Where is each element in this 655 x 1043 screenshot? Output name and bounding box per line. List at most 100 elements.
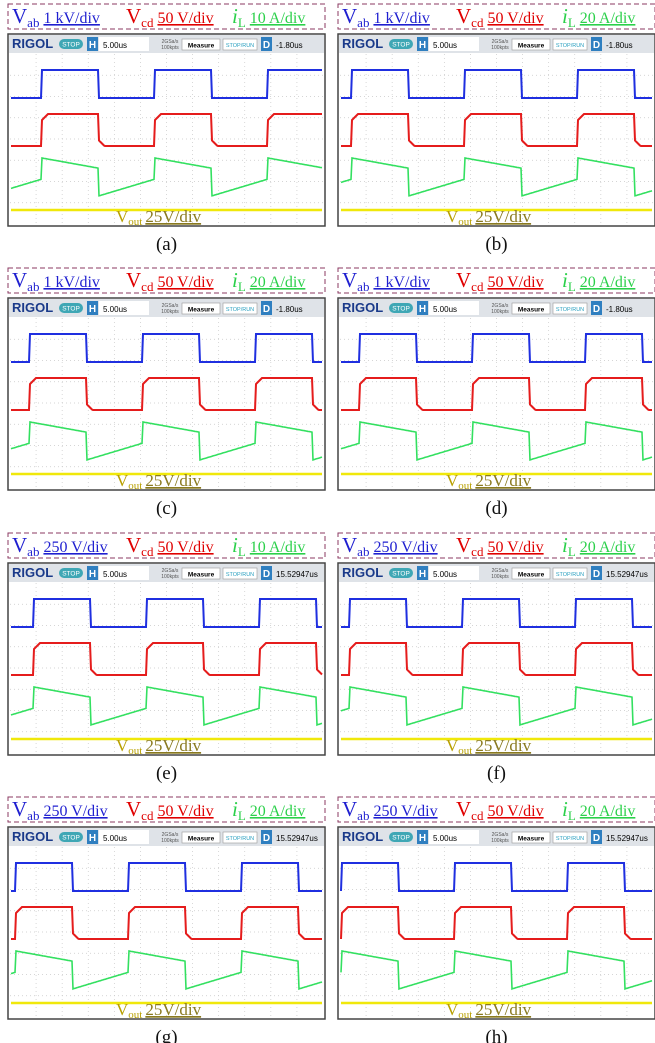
scope-brand: RIGOL (12, 565, 53, 580)
scope-run: STOP/RUN (556, 572, 584, 578)
scope-depth: 100kpts (161, 45, 179, 51)
channel-subscript: L (568, 279, 576, 294)
channel-subscript: L (238, 15, 246, 30)
scope-run: STOP/RUN (226, 572, 254, 578)
panel: Vab250 V/divVcd50 V/diviL10 A/divRIGOLST… (8, 533, 325, 784)
scope-depth: 100kpts (491, 838, 509, 844)
scope-delay: -1.80us (606, 305, 633, 314)
scope-run: STOP/RUN (556, 43, 584, 49)
channel-scale: 1 kV/div (43, 10, 99, 27)
channel-scale: 250 V/div (373, 539, 437, 556)
scope-depth: 100kpts (491, 45, 509, 51)
channel-subscript: cd (471, 544, 484, 559)
scope-state: STOP (62, 42, 80, 49)
scope-depth: 100kpts (491, 309, 509, 315)
channel-subscript: L (568, 15, 576, 30)
channel-subscript: L (568, 808, 576, 823)
channel-scale: 50 V/div (157, 539, 213, 556)
caption: (f) (487, 763, 506, 784)
scope-depth: 100kpts (161, 309, 179, 315)
channel-symbol: V (12, 4, 27, 28)
channel-subscript: L (238, 808, 246, 823)
vout-scale: 25V/div (145, 736, 201, 755)
channel-subscript: ab (357, 808, 369, 823)
scope-delay: 15.52947us (606, 834, 648, 843)
scope-measure: Measure (518, 307, 545, 314)
channel-label: Vab250 V/div (342, 797, 438, 823)
channel-subscript: cd (141, 808, 154, 823)
channel-subscript: L (568, 544, 576, 559)
scope-state: STOP (392, 306, 410, 313)
channel-scale: 250 V/div (373, 803, 437, 820)
scope-state: STOP (62, 306, 80, 313)
channel-symbol: V (456, 797, 471, 821)
scope-run: STOP/RUN (226, 43, 254, 49)
scope-brand: RIGOL (12, 829, 53, 844)
caption: (d) (485, 498, 507, 519)
channel-scale: 50 V/div (157, 803, 213, 820)
scope-run: STOP/RUN (556, 307, 584, 313)
channel-symbol: V (456, 533, 471, 557)
channel-label: Vab250 V/div (342, 533, 438, 559)
scope-measure: Measure (188, 307, 215, 314)
vout-symbol: V (116, 471, 129, 490)
scope-d: D (593, 40, 600, 51)
vout-scale: 25V/div (475, 471, 531, 490)
scope-run: STOP/RUN (556, 836, 584, 842)
scope-h: H (89, 304, 96, 315)
scope-measure: Measure (518, 43, 545, 50)
channel-scale: 50 V/div (487, 803, 543, 820)
channel-scale: 50 V/div (487, 10, 543, 27)
vout-subscript: out (128, 216, 142, 228)
scope-timebase: 5.00us (103, 834, 127, 843)
panel: Vab250 V/divVcd50 V/diviL20 A/divRIGOLST… (338, 533, 655, 784)
scope-brand: RIGOL (12, 300, 53, 315)
scope-d: D (593, 304, 600, 315)
scope-brand: RIGOL (12, 36, 53, 51)
channel-subscript: ab (27, 808, 39, 823)
channel-scale: 1 kV/div (43, 274, 99, 291)
channel-scale: 50 V/div (487, 539, 543, 556)
channel-scale: 20 A/div (580, 539, 636, 556)
channel-label: Vcd50 V/div (126, 4, 214, 30)
scope-brand: RIGOL (342, 36, 383, 51)
channel-label: Vcd50 V/div (456, 533, 544, 559)
channel-symbol: V (126, 268, 141, 292)
scope-delay: -1.80us (276, 41, 303, 50)
channel-subscript: cd (471, 279, 484, 294)
channel-subscript: cd (471, 808, 484, 823)
channel-scale: 10 A/div (250, 539, 306, 556)
vout-symbol: V (116, 1000, 129, 1019)
channel-symbol: V (342, 268, 357, 292)
vout-scale: 25V/div (475, 736, 531, 755)
vout-subscript: out (128, 480, 142, 492)
vout-scale: 25V/div (145, 1000, 201, 1019)
channel-scale: 10 A/div (250, 10, 306, 27)
channel-subscript: cd (141, 544, 154, 559)
scope-h: H (419, 833, 426, 844)
scope-timebase: 5.00us (433, 41, 457, 50)
panel: Vab1 kV/divVcd50 V/diviL20 A/divRIGOLSTO… (338, 4, 655, 255)
scope-d: D (593, 833, 600, 844)
channel-label: iL20 A/div (562, 797, 635, 823)
channel-subscript: ab (357, 279, 369, 294)
vout-subscript: out (128, 1009, 142, 1021)
scope-h: H (419, 304, 426, 315)
channel-scale: 50 V/div (157, 10, 213, 27)
channel-subscript: ab (27, 15, 39, 30)
vout-symbol: V (446, 736, 459, 755)
figure: Vab1 kV/divVcd50 V/diviL10 A/divRIGOLSTO… (0, 0, 655, 1043)
scope-timebase: 5.00us (103, 305, 127, 314)
scope-depth: 100kpts (491, 574, 509, 580)
channel-symbol: V (342, 4, 357, 28)
scope-brand: RIGOL (342, 829, 383, 844)
scope-h: H (89, 40, 96, 51)
scope-state: STOP (62, 835, 80, 842)
scope-measure: Measure (518, 836, 545, 843)
channel-label: Vab1 kV/div (342, 268, 430, 294)
